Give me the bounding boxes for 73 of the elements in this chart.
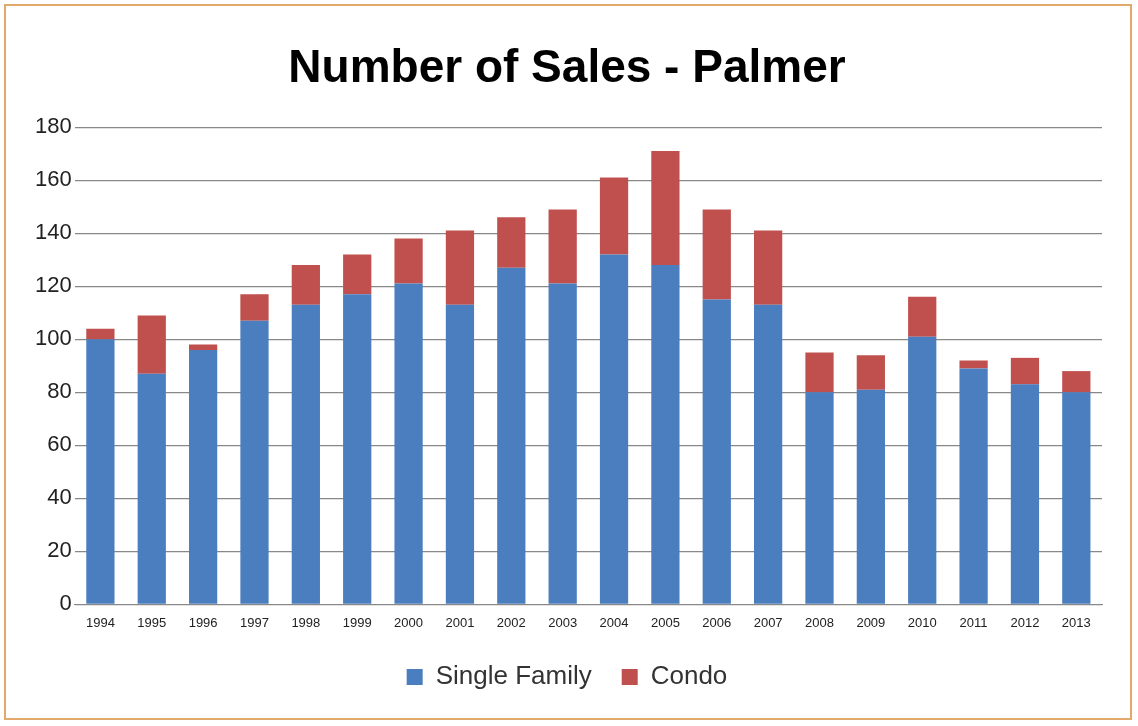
bar <box>548 209 577 284</box>
bar <box>188 349 218 604</box>
x-tick-label: 1994 <box>85 614 115 630</box>
bar <box>291 265 320 305</box>
bar <box>1062 392 1091 604</box>
legend-label: Single Family <box>435 660 592 691</box>
bar <box>1010 384 1040 604</box>
bar <box>343 294 372 604</box>
y-tick-label: 0 <box>59 590 72 616</box>
bar <box>1010 357 1040 385</box>
bar <box>240 294 269 321</box>
y-tick-label: 160 <box>34 166 72 192</box>
bar <box>343 254 372 295</box>
bar <box>651 151 680 266</box>
bar <box>548 283 577 604</box>
bar <box>702 299 731 604</box>
x-tick-label: 2009 <box>856 614 886 630</box>
bar <box>188 344 218 350</box>
x-tick-label: 2011 <box>959 614 988 630</box>
bar <box>959 360 988 369</box>
x-tick-label: 2013 <box>1061 614 1091 630</box>
legend-label: Condo <box>650 660 728 691</box>
bar <box>445 304 475 604</box>
bar <box>908 336 937 604</box>
bar <box>856 355 885 390</box>
x-tick-label: 2002 <box>496 614 526 630</box>
bar <box>908 296 937 337</box>
bar <box>445 230 475 305</box>
bar <box>754 304 783 604</box>
bar <box>1062 371 1091 393</box>
bar <box>240 320 269 604</box>
bar <box>702 209 731 300</box>
x-tick-label: 2010 <box>907 614 937 630</box>
x-tick-label: 1996 <box>188 614 218 630</box>
y-tick-label: 120 <box>34 272 72 298</box>
x-tick-label: 2003 <box>548 614 578 630</box>
y-tick-label: 60 <box>47 431 72 457</box>
bar <box>497 267 526 604</box>
x-tick-label: 1997 <box>240 614 269 630</box>
y-tick-label: 100 <box>34 325 72 351</box>
bar <box>86 328 115 340</box>
x-tick-label: 2012 <box>1010 614 1040 630</box>
bar <box>856 389 885 604</box>
bar <box>497 217 526 268</box>
bar <box>599 177 629 255</box>
y-tick-label: 20 <box>47 537 72 563</box>
bar <box>291 304 320 604</box>
x-tick-label: 2004 <box>599 614 629 630</box>
bar <box>651 265 680 604</box>
x-tick-label: 2008 <box>805 614 834 630</box>
x-tick-label: 1999 <box>342 614 372 630</box>
bar <box>599 254 629 604</box>
bar <box>754 230 783 305</box>
x-tick-label: 2005 <box>650 614 680 630</box>
bar <box>137 315 166 374</box>
bar <box>394 238 423 284</box>
y-tick-label: 80 <box>47 378 72 404</box>
chart-title: Number of Sales - Palmer <box>288 40 846 93</box>
y-tick-label: 140 <box>34 219 72 245</box>
y-tick-label: 180 <box>34 113 72 139</box>
y-tick-label: 40 <box>47 484 72 510</box>
bar <box>86 339 115 604</box>
x-tick-label: 1998 <box>291 614 321 630</box>
x-tick-label: 2006 <box>702 614 732 630</box>
x-tick-label: 1995 <box>137 614 167 630</box>
bar <box>394 283 423 604</box>
bar <box>805 352 834 393</box>
bar <box>959 368 988 604</box>
bar <box>805 392 834 604</box>
x-tick-label: 2007 <box>753 614 783 630</box>
x-tick-label: 2000 <box>394 614 424 630</box>
x-tick-label: 2001 <box>445 614 475 630</box>
bar <box>137 373 166 604</box>
